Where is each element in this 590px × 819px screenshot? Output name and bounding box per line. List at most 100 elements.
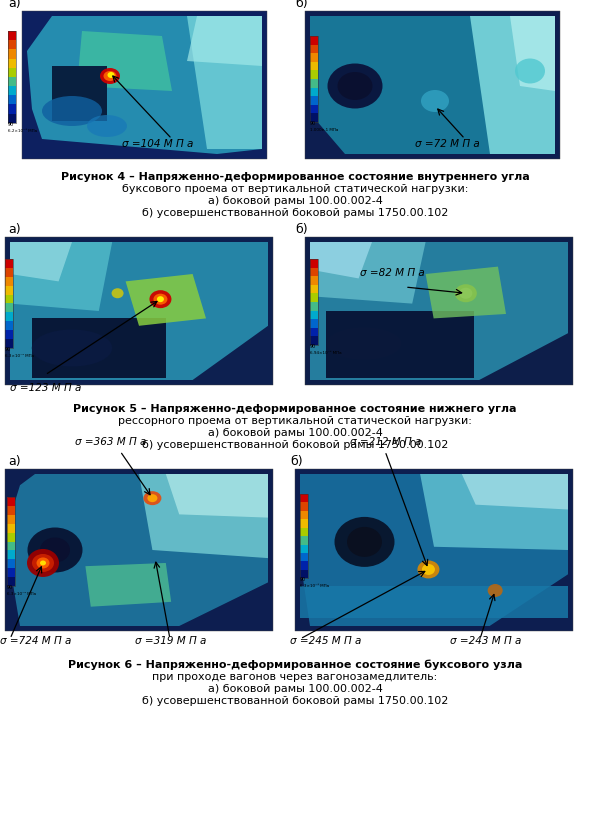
Bar — [7, 559, 15, 568]
Text: σ =724 М П а: σ =724 М П а — [0, 636, 71, 645]
Ellipse shape — [418, 561, 440, 579]
Text: 90: 90 — [7, 585, 13, 590]
Polygon shape — [300, 474, 568, 627]
Bar — [310, 269, 318, 277]
Ellipse shape — [27, 550, 59, 577]
Bar — [310, 328, 318, 337]
Bar — [5, 260, 13, 269]
Bar — [7, 533, 15, 542]
Bar — [300, 536, 308, 545]
Bar — [5, 313, 13, 322]
Bar — [7, 524, 15, 533]
Bar — [295, 469, 573, 631]
Bar — [8, 69, 16, 78]
Ellipse shape — [40, 538, 70, 563]
Text: 6.2×10⁻⁵ МПа: 6.2×10⁻⁵ МПа — [8, 129, 37, 133]
Text: б): б) — [295, 223, 307, 236]
Bar — [7, 542, 15, 551]
Polygon shape — [310, 17, 555, 155]
Ellipse shape — [32, 330, 112, 367]
Text: 90: 90 — [8, 121, 14, 127]
Text: 90: 90 — [310, 343, 316, 348]
Text: σ =243 М П а: σ =243 М П а — [450, 636, 522, 645]
Ellipse shape — [42, 97, 102, 127]
Ellipse shape — [337, 73, 372, 101]
Ellipse shape — [327, 65, 382, 110]
Bar — [310, 285, 318, 294]
Text: σ =72 М П а: σ =72 М П а — [415, 139, 480, 149]
Text: б): б) — [295, 0, 307, 10]
Bar — [300, 562, 308, 570]
Bar — [7, 515, 15, 524]
Polygon shape — [462, 474, 568, 510]
Polygon shape — [425, 267, 506, 319]
Bar — [310, 311, 318, 319]
Text: Рисунок 6 – Напряженно-деформированное состояние буксового узла: Рисунок 6 – Напряженно-деформированное с… — [68, 659, 522, 670]
Ellipse shape — [107, 73, 114, 79]
Text: 90: 90 — [5, 346, 11, 351]
Text: буксового проема от вертикальной статической нагрузки:: буксового проема от вертикальной статиче… — [122, 183, 468, 194]
Bar — [300, 495, 308, 503]
Ellipse shape — [57, 74, 103, 114]
Text: 6.3×10⁻⁴ МПа: 6.3×10⁻⁴ МПа — [5, 353, 34, 357]
Ellipse shape — [112, 289, 123, 299]
Bar — [310, 319, 318, 328]
Bar — [300, 586, 568, 618]
Text: 6.94×10⁻⁵ МПа: 6.94×10⁻⁵ МПа — [310, 351, 342, 355]
Bar — [310, 302, 318, 311]
Bar — [310, 37, 318, 46]
Polygon shape — [310, 242, 568, 381]
Bar — [300, 570, 308, 578]
Bar — [8, 115, 16, 124]
Ellipse shape — [103, 72, 116, 82]
Ellipse shape — [87, 115, 127, 138]
Bar — [22, 12, 267, 160]
Polygon shape — [310, 242, 425, 304]
Bar — [300, 554, 308, 562]
Text: б): б) — [290, 455, 303, 468]
Text: рессорного проема от вертикальной статической нагрузки:: рессорного проема от вертикальной статич… — [118, 415, 472, 426]
Text: σ =319 М П а: σ =319 М П а — [135, 636, 206, 645]
Ellipse shape — [157, 296, 164, 303]
Text: а): а) — [8, 455, 21, 468]
Bar — [300, 528, 308, 536]
Text: σ =82 М П а: σ =82 М П а — [360, 268, 425, 278]
Text: б) усовершенствованной боковой рамы 1750.00.102: б) усовершенствованной боковой рамы 1750… — [142, 440, 448, 450]
Polygon shape — [187, 17, 262, 67]
Text: при проходе вагонов через вагонозамедлитель:: при проходе вагонов через вагонозамедлит… — [152, 672, 438, 681]
Ellipse shape — [326, 328, 401, 360]
Bar — [310, 37, 318, 123]
Bar — [8, 60, 16, 69]
Text: σ =212 М П а: σ =212 М П а — [350, 437, 421, 446]
Bar — [8, 96, 16, 106]
Bar — [310, 106, 318, 114]
Bar — [305, 12, 560, 160]
Bar — [5, 269, 13, 278]
Bar — [300, 503, 308, 511]
Bar — [5, 260, 13, 348]
Ellipse shape — [488, 584, 503, 597]
Bar — [310, 260, 318, 269]
Ellipse shape — [421, 91, 449, 113]
Ellipse shape — [149, 291, 172, 309]
Polygon shape — [86, 563, 171, 607]
Bar — [5, 238, 273, 386]
Text: а) боковой рамы 100.00.002-4: а) боковой рамы 100.00.002-4 — [208, 196, 382, 206]
Bar — [310, 88, 318, 97]
Bar — [7, 497, 15, 506]
Ellipse shape — [153, 294, 168, 305]
Bar — [7, 568, 15, 577]
Bar — [310, 46, 318, 54]
Bar — [7, 506, 15, 515]
Polygon shape — [10, 242, 112, 311]
Bar — [8, 106, 16, 115]
Bar — [8, 32, 16, 41]
Bar — [7, 577, 15, 586]
Ellipse shape — [28, 528, 83, 572]
Ellipse shape — [37, 558, 50, 568]
Ellipse shape — [148, 495, 158, 503]
Ellipse shape — [347, 527, 382, 557]
Text: а): а) — [8, 0, 21, 10]
Ellipse shape — [40, 561, 46, 566]
Text: σ =123 М П а: σ =123 М П а — [10, 382, 81, 392]
